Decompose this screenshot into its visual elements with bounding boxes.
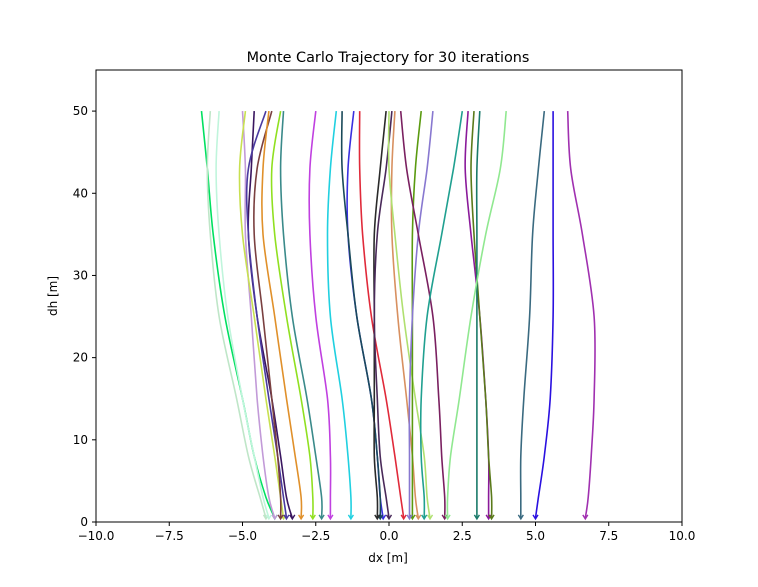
trajectory-endpoint-11 <box>318 514 325 521</box>
trajectory-line-3 <box>215 111 270 519</box>
trajectory-endpoint-19 <box>415 514 422 521</box>
y-axis-label: dh [m] <box>46 276 60 316</box>
trajectory-endpoint-27 <box>473 514 480 521</box>
trajectory-endpoint-24 <box>421 514 428 521</box>
y-tick-label: 10 <box>73 433 88 447</box>
trajectory-endpoint-31 <box>582 514 589 521</box>
trajectory-line-1 <box>200 111 276 519</box>
trajectory-endpoint-6 <box>289 514 296 521</box>
x-tick-label: −2.5 <box>301 529 330 543</box>
trajectory-line-19 <box>390 111 420 519</box>
trajectory-line-9 <box>261 111 303 518</box>
y-tick-label: 30 <box>73 268 88 282</box>
y-tick-label: 20 <box>73 351 88 365</box>
trajectory-line-23 <box>399 111 446 518</box>
trajectory-endpoint-30 <box>532 514 539 521</box>
series-layer <box>200 110 596 521</box>
trajectory-endpoint-26 <box>488 514 495 521</box>
trajectory-line-29 <box>519 111 546 518</box>
y-axis-ticks: 0 10 20 30 40 50 <box>73 104 96 529</box>
trajectory-endpoint-18 <box>385 514 393 521</box>
trajectory-endpoint-29 <box>517 514 524 521</box>
trajectory-line-11 <box>279 111 323 518</box>
trajectory-endpoint-8 <box>277 514 284 521</box>
trajectory-line-6 <box>247 111 294 519</box>
trajectory-line-8 <box>253 110 282 518</box>
x-tick-label: −7.5 <box>155 529 184 543</box>
trajectory-line-2 <box>206 111 267 519</box>
trajectory-line-22 <box>408 111 434 518</box>
x-tick-label: 2.5 <box>453 529 472 543</box>
y-tick-label: 50 <box>73 104 88 118</box>
trajectory-line-24 <box>419 110 464 518</box>
trajectory-line-27 <box>475 111 481 518</box>
trajectory-endpoint-13 <box>347 514 355 521</box>
trajectory-endpoint-28 <box>444 514 451 521</box>
trajectory-line-12 <box>308 111 332 518</box>
trajectory-endpoint-16 <box>400 514 407 521</box>
trajectory-line-30 <box>534 111 555 519</box>
trajectory-endpoint-10 <box>309 514 316 521</box>
trajectory-line-4 <box>241 111 276 519</box>
trajectory-endpoint-3 <box>265 514 272 521</box>
trajectory-line-28 <box>446 111 507 518</box>
y-tick-label: 0 <box>80 515 88 529</box>
trajectory-endpoint-22 <box>406 514 413 521</box>
chart-title: Monte Carlo Trajectory for 30 iterations <box>247 50 530 66</box>
trajectory-line-10 <box>270 110 314 518</box>
x-tick-label: 5.0 <box>526 529 545 543</box>
x-tick-label: 10.0 <box>669 529 696 543</box>
trajectory-endpoint-17 <box>374 514 381 521</box>
trajectory-line-26 <box>470 111 493 518</box>
x-tick-label: −5.0 <box>228 529 257 543</box>
trajectory-endpoint-20 <box>426 514 434 521</box>
x-axis-ticks: −10.0 −7.5 −5.0 −2.5 0.0 2.5 5.0 7.5 10.0 <box>78 522 696 543</box>
x-tick-label: −10.0 <box>78 529 115 543</box>
trajectory-line-16 <box>358 111 405 519</box>
y-tick-label: 40 <box>73 186 88 200</box>
x-tick-label: 7.5 <box>599 529 618 543</box>
trajectory-line-18 <box>373 111 393 519</box>
trajectory-line-15 <box>340 111 382 518</box>
trajectory-line-7 <box>245 110 288 519</box>
trajectory-endpoint-12 <box>327 514 334 521</box>
trajectory-line-13 <box>326 111 352 518</box>
trajectory-line-21 <box>411 111 422 518</box>
trajectory-line-20 <box>387 111 431 519</box>
x-tick-label: 0.0 <box>379 529 398 543</box>
trajectory-endpoint-7 <box>283 514 290 521</box>
trajectory-line-31 <box>566 111 596 519</box>
trajectory-endpoint-9 <box>298 514 305 521</box>
x-axis-label: dx [m] <box>368 551 408 565</box>
trajectory-endpoint-4 <box>271 514 278 521</box>
